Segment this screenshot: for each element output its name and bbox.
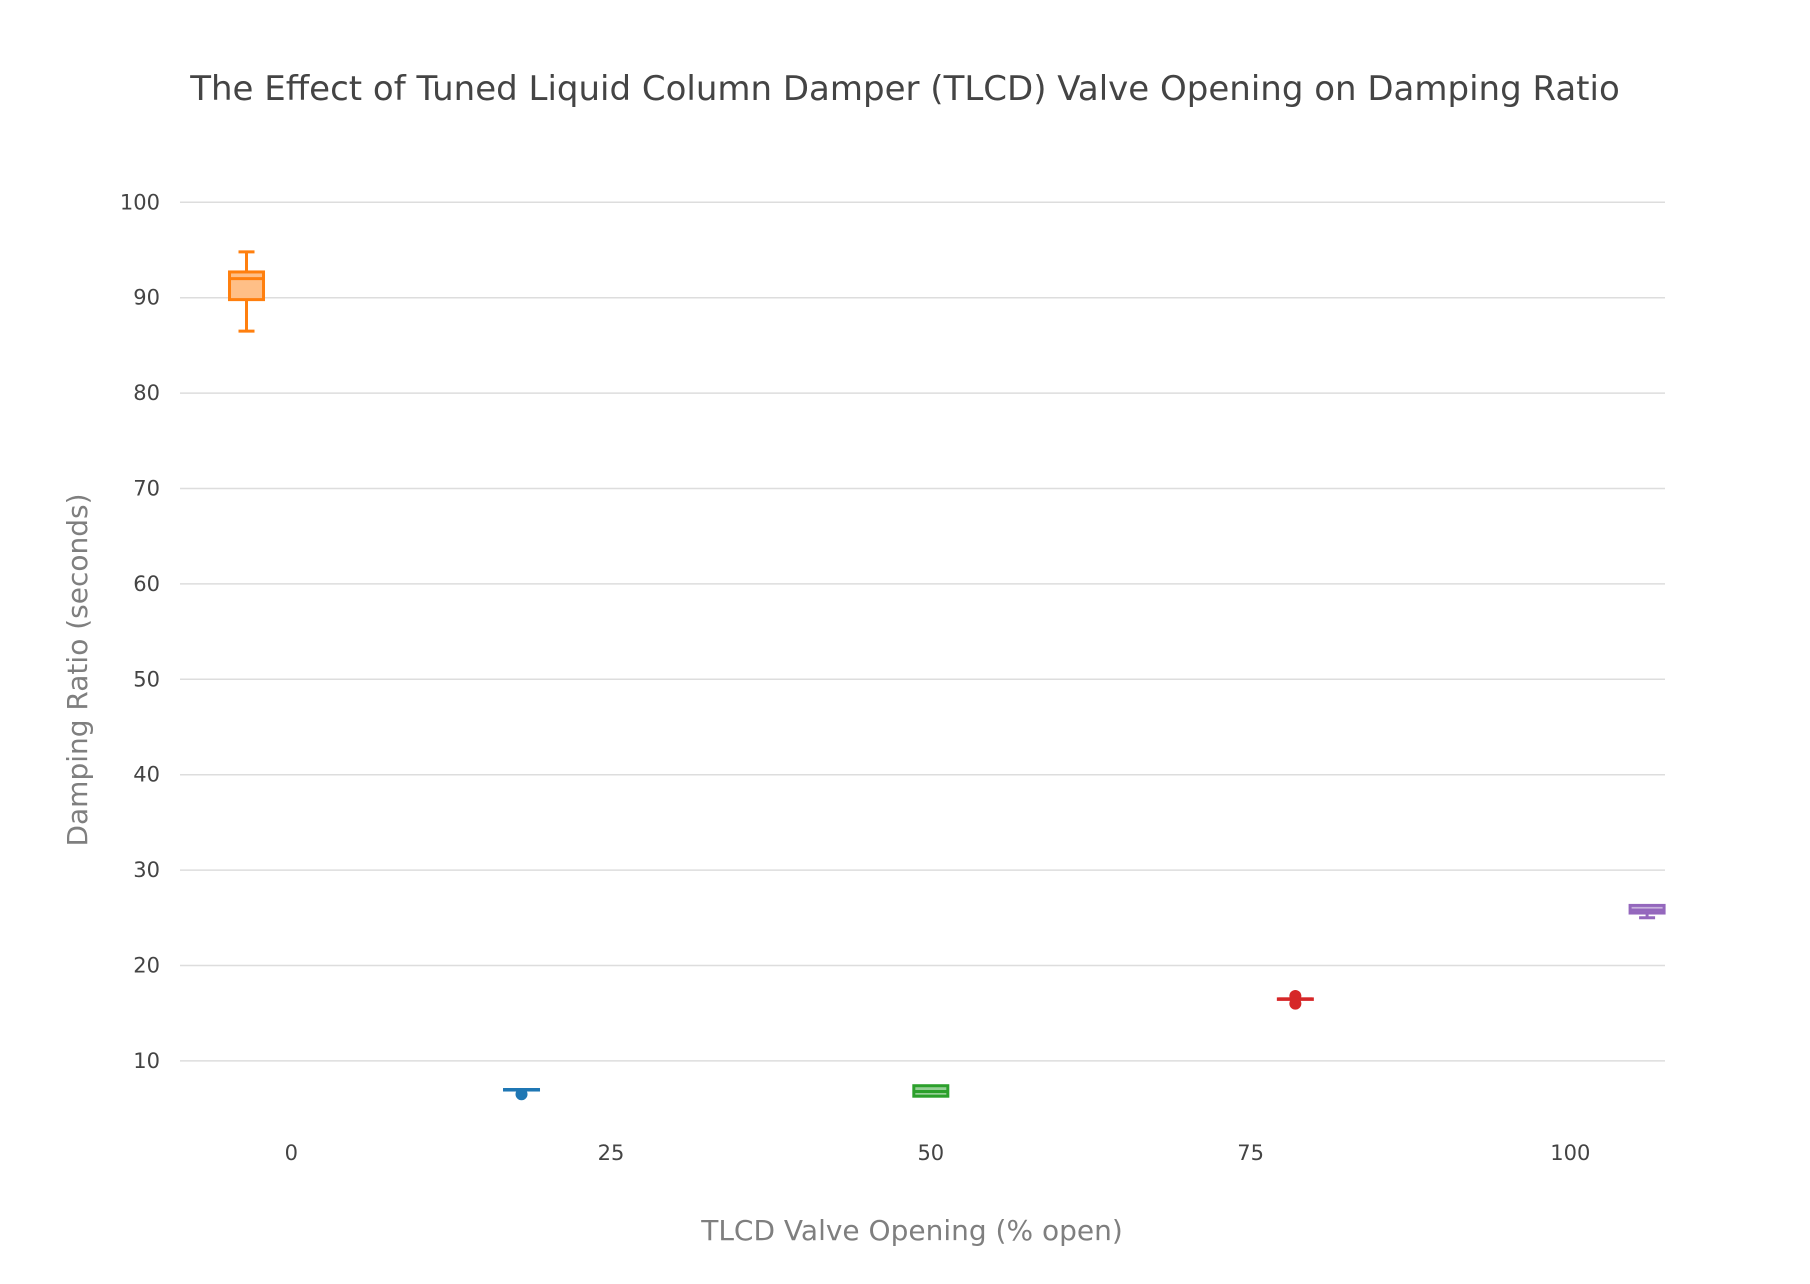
box-trace [228, 250, 266, 333]
y-tick-label: 70 [133, 477, 160, 501]
box-trace [1276, 990, 1314, 1010]
y-tick-label: 50 [133, 667, 160, 691]
box-trace [912, 1084, 950, 1098]
y-tick-label: 60 [133, 572, 160, 596]
y-axis-ticks: 10 20 30 40 50 60 70 80 90 100 [120, 190, 160, 1073]
x-tick-label: 50 [917, 1141, 944, 1165]
outlier-point [515, 1088, 528, 1101]
x-tick-label: 100 [1550, 1141, 1590, 1165]
y-tick-label: 100 [120, 190, 160, 214]
y-tick-label: 30 [133, 858, 160, 882]
y-tick-label: 40 [133, 763, 160, 787]
x-tick-label: 75 [1237, 1141, 1264, 1165]
grid-lines [180, 201, 1665, 1062]
box-trace [503, 1088, 541, 1101]
box-traces [228, 250, 1666, 1101]
y-axis-title: Damping Ratio (seconds) [61, 493, 94, 846]
y-tick-label: 90 [133, 286, 160, 310]
x-tick-label: 0 [285, 1141, 298, 1165]
y-tick-label: 20 [133, 954, 160, 978]
box-iqr [228, 270, 266, 302]
outlier-point [1289, 997, 1302, 1010]
chart-title: The Effect of Tuned Liquid Column Damper… [189, 69, 1620, 109]
x-tick-label: 25 [598, 1141, 625, 1165]
box-trace [1628, 903, 1666, 920]
x-axis-ticks: 0 25 50 75 100 [285, 1141, 1591, 1165]
y-tick-label: 10 [133, 1049, 160, 1073]
y-tick-label: 80 [133, 381, 160, 405]
x-axis-title: TLCD Valve Opening (% open) [700, 1214, 1123, 1247]
